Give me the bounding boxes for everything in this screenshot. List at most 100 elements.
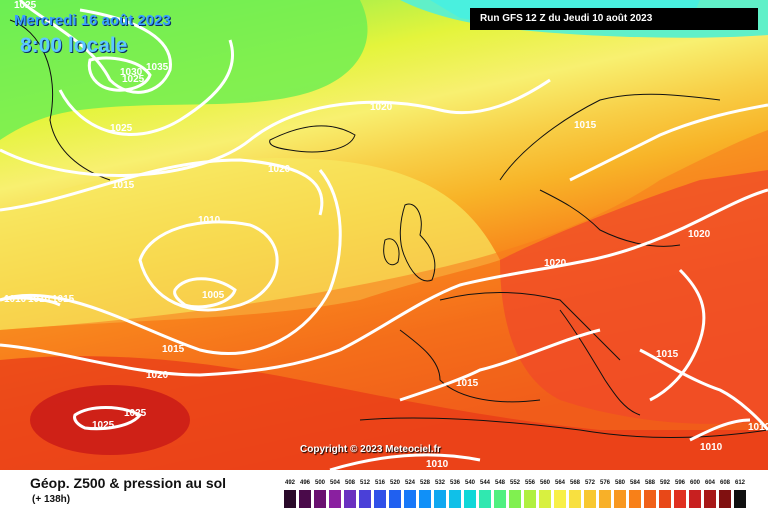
scale-swatch bbox=[299, 490, 311, 508]
scale-label: 584 bbox=[629, 480, 640, 486]
isobar-label: 1015 bbox=[456, 378, 479, 389]
scale-label: 540 bbox=[464, 480, 475, 486]
scale-swatch bbox=[719, 490, 731, 508]
scale-swatch bbox=[644, 490, 656, 508]
scale-swatch bbox=[419, 490, 431, 508]
scale-swatch bbox=[374, 490, 386, 508]
scale-label: 500 bbox=[314, 480, 325, 486]
scale-swatch bbox=[449, 490, 461, 508]
scale-swatch bbox=[524, 490, 536, 508]
scale-label: 532 bbox=[434, 480, 445, 486]
coastlines bbox=[9, 19, 768, 438]
scale-label: 572 bbox=[584, 480, 595, 486]
scale-swatch bbox=[284, 490, 296, 508]
scale-swatch bbox=[344, 490, 356, 508]
isobar-label: 1010 bbox=[198, 215, 221, 226]
isobar-label: 1025 bbox=[124, 408, 147, 419]
scale-swatch bbox=[359, 490, 371, 508]
scale-label: 568 bbox=[569, 480, 580, 486]
z500-band-red-south bbox=[0, 356, 768, 470]
scale-swatch bbox=[569, 490, 581, 508]
forecast-date: Mercredi 16 août 2023 bbox=[14, 12, 171, 29]
scale-label: 580 bbox=[614, 480, 625, 486]
scale-swatch bbox=[704, 490, 716, 508]
scale-swatch bbox=[734, 490, 746, 508]
scale-label: 536 bbox=[449, 480, 460, 486]
z500-band-red-east bbox=[500, 170, 768, 424]
forecast-time: 8:00 locale bbox=[20, 34, 128, 57]
isobar-label: 1015 bbox=[112, 180, 135, 191]
scale-swatch bbox=[434, 490, 446, 508]
scale-swatch bbox=[404, 490, 416, 508]
scale-label: 512 bbox=[359, 480, 370, 486]
isobar-label: 1015 bbox=[52, 294, 75, 305]
scale-label: 528 bbox=[419, 480, 430, 486]
scale-swatch bbox=[539, 490, 551, 508]
isobar-label: 1020 bbox=[268, 164, 291, 175]
isobar-label: 1035 bbox=[146, 62, 169, 73]
scale-label: 588 bbox=[644, 480, 655, 486]
scale-label: 556 bbox=[524, 480, 535, 486]
isobar-label: 1025 bbox=[92, 420, 115, 431]
scale-label: 604 bbox=[704, 480, 715, 486]
scale-label: 600 bbox=[689, 480, 700, 486]
isobar-label: 1010 bbox=[748, 422, 768, 433]
scale-label: 564 bbox=[554, 480, 565, 486]
forecast-lead-time: (+ 138h) bbox=[32, 494, 71, 505]
scale-label: 552 bbox=[509, 480, 520, 486]
scale-label: 576 bbox=[599, 480, 610, 486]
isobar-label: 1025 bbox=[110, 123, 133, 134]
scale-swatch bbox=[554, 490, 566, 508]
scale-swatch bbox=[659, 490, 671, 508]
scale-label: 548 bbox=[494, 480, 505, 486]
scale-label: 524 bbox=[404, 480, 415, 486]
scale-label: 508 bbox=[344, 480, 355, 486]
scale-swatch bbox=[314, 490, 326, 508]
isobar-label: 1020 bbox=[370, 102, 393, 113]
scale-swatch bbox=[464, 490, 476, 508]
isobar-label: 1030 bbox=[120, 67, 143, 78]
scale-swatch bbox=[614, 490, 626, 508]
model-run-label: Run GFS 12 Z du Jeudi 10 août 2023 bbox=[470, 8, 758, 30]
isobar-label: 1020 bbox=[688, 229, 711, 240]
scale-swatch bbox=[494, 490, 506, 508]
scale-label: 612 bbox=[734, 480, 745, 486]
isobar-labels: 1025 1035 1030 1025 1025 1015 1020 1020 … bbox=[4, 0, 768, 470]
scale-swatch bbox=[509, 490, 521, 508]
scale-label: 608 bbox=[719, 480, 730, 486]
map-title: Géop. Z500 & pression au sol bbox=[30, 475, 227, 491]
scale-swatch bbox=[674, 490, 686, 508]
scale-label: 504 bbox=[329, 480, 340, 486]
scale-swatch bbox=[689, 490, 701, 508]
isobar-lines bbox=[0, 0, 768, 470]
scale-label: 516 bbox=[374, 480, 385, 486]
isobar-label: 1015 bbox=[162, 344, 185, 355]
isobar-label: 1020 bbox=[544, 258, 567, 269]
scale-swatch bbox=[584, 490, 596, 508]
scale-label: 592 bbox=[659, 480, 670, 486]
scale-label: 560 bbox=[539, 480, 550, 486]
isobar-label: 1010 bbox=[4, 294, 27, 305]
scale-swatch bbox=[479, 490, 491, 508]
scale-label: 492 bbox=[284, 480, 295, 486]
scale-label: 596 bbox=[674, 480, 685, 486]
isobar-label: 1010 bbox=[700, 442, 723, 453]
isobar-label: 1025 bbox=[14, 0, 37, 11]
copyright-notice: Copyright © 2023 Meteociel.fr bbox=[300, 444, 441, 455]
scale-swatch bbox=[599, 490, 611, 508]
isobar-label: 1005 bbox=[202, 290, 225, 301]
z500-core-atlantic bbox=[30, 385, 190, 455]
isobar-label: 1020 bbox=[146, 370, 169, 381]
isobar-label: 1015 bbox=[656, 349, 679, 360]
scale-swatch bbox=[329, 490, 341, 508]
scale-label: 496 bbox=[299, 480, 310, 486]
isobar-label: 1025 bbox=[122, 74, 145, 85]
isobar-label: 1010 bbox=[426, 459, 449, 470]
geopotential-map: 1025 1035 1030 1025 1025 1015 1020 1020 … bbox=[0, 0, 768, 470]
isobar-label: 1010 bbox=[28, 294, 51, 305]
scale-swatch bbox=[629, 490, 641, 508]
z500-band-green bbox=[0, 0, 368, 140]
scale-swatch bbox=[389, 490, 401, 508]
isobar-label: 1015 bbox=[574, 120, 597, 131]
